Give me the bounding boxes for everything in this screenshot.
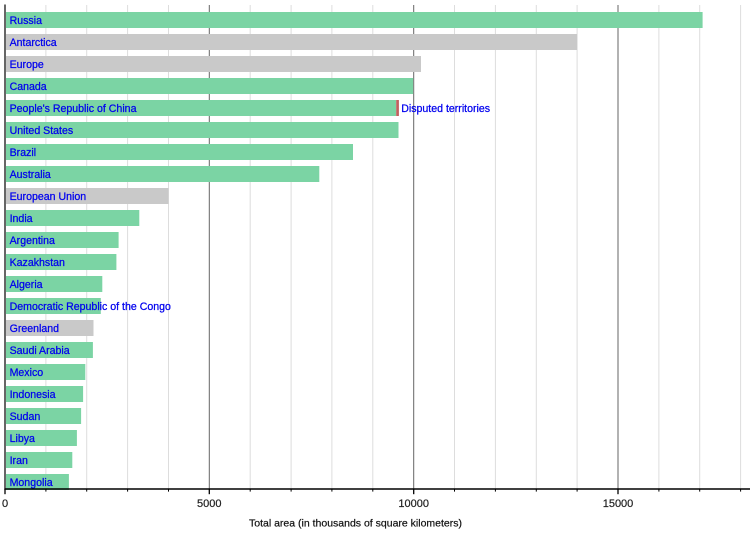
svg-text:India: India — [10, 213, 33, 225]
svg-text:15000: 15000 — [603, 498, 634, 510]
svg-text:Democratic Republic of the Con: Democratic Republic of the Congo — [10, 301, 171, 313]
svg-text:Algeria: Algeria — [10, 279, 43, 291]
svg-text:Antarctica: Antarctica — [10, 37, 57, 49]
svg-text:Greenland: Greenland — [10, 323, 60, 335]
svg-text:Australia: Australia — [10, 169, 51, 181]
svg-text:Canada: Canada — [10, 81, 47, 93]
svg-text:United States: United States — [10, 125, 74, 137]
svg-text:Libya: Libya — [10, 433, 35, 445]
svg-text:Argentina: Argentina — [10, 235, 55, 247]
svg-text:5000: 5000 — [197, 498, 221, 510]
svg-text:Iran: Iran — [10, 455, 28, 467]
svg-text:Mongolia: Mongolia — [10, 477, 53, 489]
svg-text:10000: 10000 — [398, 498, 429, 510]
svg-text:Disputed territories: Disputed territories — [401, 103, 490, 115]
svg-text:Brazil: Brazil — [10, 147, 36, 159]
svg-text:European Union: European Union — [10, 191, 87, 203]
svg-text:Russia: Russia — [10, 15, 42, 27]
svg-text:Sudan: Sudan — [10, 411, 41, 423]
svg-text:Indonesia: Indonesia — [10, 389, 56, 401]
svg-text:People's Republic of China: People's Republic of China — [10, 103, 137, 115]
svg-text:Saudi Arabia: Saudi Arabia — [10, 345, 70, 357]
svg-text:Total area (in thousands of sq: Total area (in thousands of square kilom… — [249, 517, 462, 529]
svg-text:Kazakhstan: Kazakhstan — [10, 257, 65, 269]
svg-text:Mexico: Mexico — [10, 367, 44, 379]
svg-text:0: 0 — [2, 498, 8, 510]
svg-text:Europe: Europe — [10, 59, 44, 71]
